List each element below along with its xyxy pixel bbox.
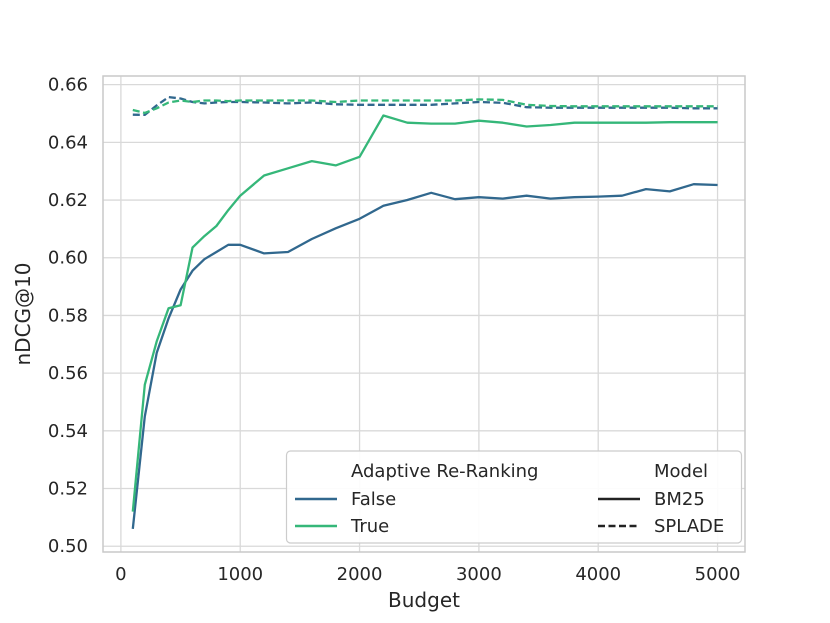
y-axis-label: nDCG@10 — [11, 263, 35, 366]
y-tick-label-2: 0.54 — [48, 421, 88, 442]
y-tick-label-8: 0.66 — [48, 75, 88, 96]
line-bm25-false — [131, 183, 718, 530]
y-tick-label-7: 0.64 — [48, 132, 88, 153]
y-tick-label-3: 0.56 — [48, 363, 88, 384]
y-tick-label-5: 0.60 — [48, 248, 88, 269]
line-splade-false — [132, 95, 718, 117]
legend-label-false: False — [351, 489, 396, 510]
line-splade-true — [132, 98, 718, 115]
legend-label-true: True — [350, 516, 389, 537]
legend-box — [285, 450, 743, 544]
line-bm25-true — [131, 114, 718, 512]
y-tick-label-1: 0.52 — [48, 479, 88, 500]
y-tick-label-0: 0.50 — [48, 536, 88, 557]
x-tick-label-5: 5000 — [695, 564, 741, 585]
legend-title-1: Model — [654, 461, 708, 482]
x-tick-label-4: 4000 — [575, 564, 621, 585]
plot-frame — [102, 75, 746, 553]
legend-label-bm25: BM25 — [654, 489, 705, 510]
x-tick-label-2: 2000 — [337, 564, 383, 585]
x-axis-label: Budget — [388, 588, 460, 612]
x-tick-label-0: 0 — [115, 564, 126, 585]
y-tick-label-4: 0.58 — [48, 305, 88, 326]
legend-label-splade: SPLADE — [654, 516, 724, 537]
legend-title-0: Adaptive Re-Ranking — [351, 461, 538, 482]
x-tick-label-3: 3000 — [456, 564, 502, 585]
y-tick-label-6: 0.62 — [48, 190, 88, 211]
x-tick-label-1: 1000 — [217, 564, 263, 585]
